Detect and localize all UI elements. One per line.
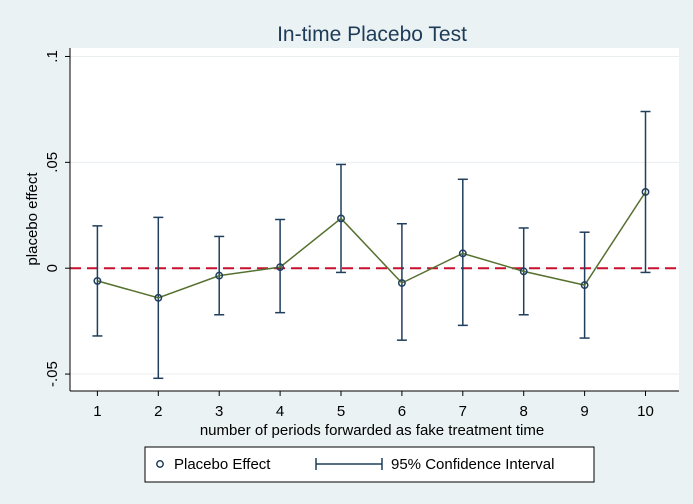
x-axis-label: number of periods forwarded as fake trea… [200,422,544,439]
placebo-effect-markers [93,188,650,302]
x-axis-ticks: 1 2 3 4 5 6 7 8 9 10 [93,391,654,420]
data-point [458,249,467,258]
grid-lines [70,55,679,375]
legend-label-confidence-interval: 95% Confidence Interval [391,456,554,473]
x-tick-label: 1 [93,403,101,420]
y-tick-label: .05 [44,152,61,173]
data-point [215,271,224,280]
data-point [154,293,163,302]
x-tick-label: 2 [154,403,162,420]
x-tick-label: 6 [398,403,406,420]
data-point [519,267,528,276]
x-tick-label: 7 [459,403,467,420]
legend-label-placebo-effect: Placebo Effect [174,456,271,473]
data-point [276,263,285,272]
x-tick-label: 9 [580,403,588,420]
confidence-interval [275,218,286,314]
legend-marker-confidence-interval [315,458,383,470]
data-point [337,214,345,223]
y-tick-label: -.05 [44,361,61,387]
x-tick-label: 3 [215,403,223,420]
y-axis-ticks: -.05 0 .05 .1 [44,50,70,387]
y-tick-label: .1 [44,50,61,63]
x-tick-label: 8 [520,403,528,420]
chart-title: In-time Placebo Test [277,23,467,46]
confidence-interval [457,178,468,327]
y-axis-label: placebo effect [24,172,41,266]
legend: Placebo Effect 95% Confidence Interval [144,446,595,483]
legend-marker-placebo-effect [156,460,164,468]
x-tick-label: 4 [276,403,284,420]
x-tick-label: 5 [337,403,345,420]
data-point [641,188,650,196]
x-tick-label: 10 [637,403,654,420]
data-point [397,279,406,287]
placebo-effect-line [97,191,647,299]
y-tick-label: 0 [44,264,61,272]
data-point [580,281,589,290]
plot-area [70,48,679,391]
data-point [93,276,102,285]
